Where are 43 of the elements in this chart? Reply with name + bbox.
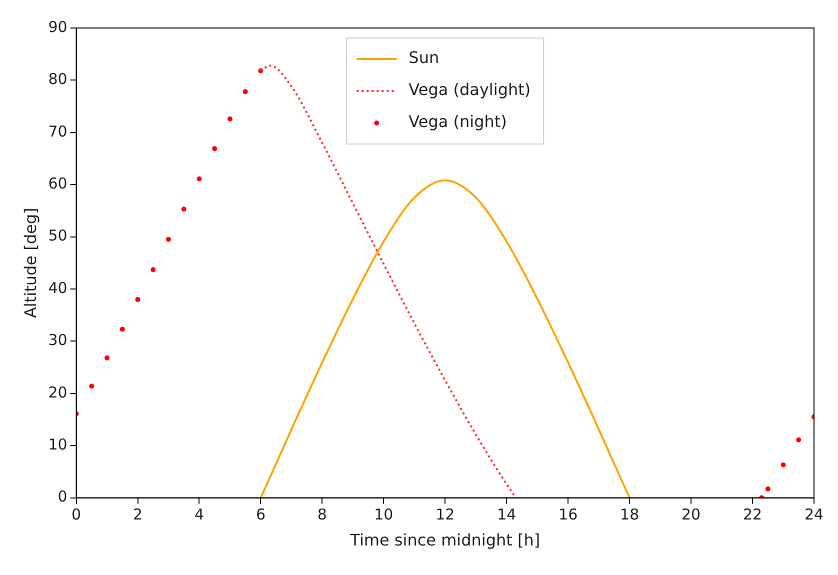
y-tick-label: 10 <box>48 435 68 454</box>
point <box>135 296 140 302</box>
x-tick-label: 12 <box>436 506 455 524</box>
x-tick-label: 14 <box>497 506 516 524</box>
point <box>212 146 218 152</box>
y-tick-label: 70 <box>48 122 68 140</box>
point <box>89 384 94 389</box>
x-tick-label: 20 <box>682 506 701 524</box>
y-tick-label: 60 <box>48 174 68 192</box>
x-tick-label: 0 <box>72 506 82 524</box>
y-axis-title: Altitude [deg] <box>20 208 40 318</box>
point <box>227 116 232 122</box>
legend-label: Vega (night) <box>408 112 507 132</box>
point <box>242 89 248 94</box>
point <box>780 462 786 468</box>
y-tick-label: 30 <box>48 331 68 350</box>
x-tick-label: 16 <box>558 506 578 524</box>
x-tick-label: 22 <box>742 506 762 524</box>
point <box>120 326 125 332</box>
point <box>104 355 110 360</box>
x-tick-label: 10 <box>374 506 394 524</box>
x-tick-label: 2 <box>132 506 143 524</box>
y-tick-label: 20 <box>48 383 68 402</box>
y-tick-label: 90 <box>48 18 68 36</box>
point <box>796 437 802 442</box>
y-tick-label: 0 <box>58 488 68 506</box>
x-tick-label: 24 <box>804 506 824 524</box>
x-tick-label: 4 <box>194 506 204 524</box>
point <box>181 206 186 212</box>
y-tick-label: 50 <box>48 226 68 245</box>
line-series <box>260 179 631 498</box>
point <box>150 267 156 272</box>
point <box>765 486 770 492</box>
legend-label: Vega (daylight) <box>408 80 531 100</box>
point <box>196 176 202 182</box>
x-axis-title: Time since midnight [h] <box>349 530 540 550</box>
x-tick-label: 18 <box>620 506 640 524</box>
legend-label: Sun <box>408 48 440 68</box>
y-tick-label: 40 <box>48 278 68 297</box>
y-tick-label: 80 <box>48 70 68 88</box>
x-tick-label: 8 <box>317 506 327 524</box>
point <box>166 236 171 242</box>
x-tick-label: 6 <box>256 506 266 524</box>
